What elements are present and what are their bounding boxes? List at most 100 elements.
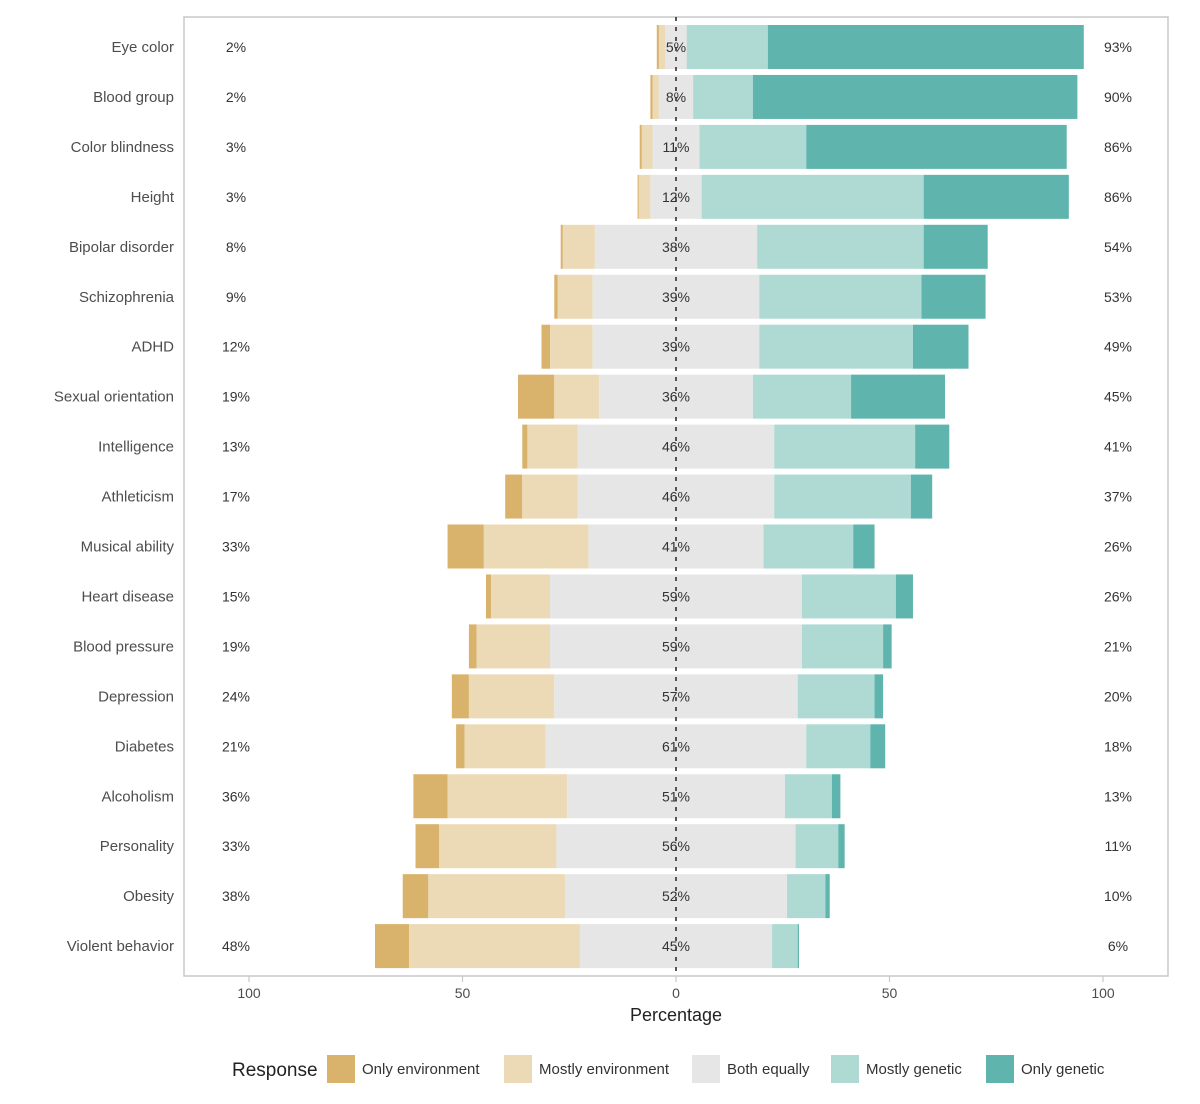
category-label: Sexual orientation [54,389,174,406]
bar-segment-only-environment [456,724,465,769]
right-total-label: 26% [1104,539,1132,555]
x-tick-label: 100 [237,985,261,1001]
bar-segment-only-genetic [912,324,969,369]
bar-segment-only-environment [560,224,563,269]
bar-segment-mostly-genetic [763,524,854,569]
right-total-label: 41% [1104,439,1132,455]
center-label: 52% [662,888,690,904]
bar-segment-mostly-environment [554,374,600,419]
center-label: 51% [662,788,690,804]
legend-key-both-equally [692,1055,720,1083]
category-label: Blood group [93,89,174,106]
bar-segment-mostly-genetic [772,924,798,969]
bar-segment-mostly-environment [527,424,578,469]
left-total-label: 3% [226,189,246,205]
center-label: 39% [662,289,690,305]
category-label: Athleticism [101,489,174,506]
center-label: 61% [662,738,690,754]
legend-label: Both equally [727,1061,810,1078]
left-total-label: 36% [222,788,250,804]
center-label: 56% [662,838,690,854]
right-total-label: 86% [1104,139,1132,155]
bar-segment-only-genetic [838,824,845,869]
bar-segment-mostly-environment [428,874,565,919]
legend-label: Only environment [362,1061,480,1078]
x-axis-title: Percentage [630,1005,722,1025]
bar-segment-mostly-environment [562,224,595,269]
bar-segment-mostly-genetic [801,624,884,669]
bar-segment-both-equally [577,424,775,469]
bar-segment-mostly-genetic [759,324,913,369]
bar-segment-both-equally [554,674,798,719]
left-total-label: 12% [222,339,250,355]
bar-segment-only-environment [656,25,659,69]
category-label: Intelligence [98,439,174,456]
x-tick-label: 0 [672,985,680,1001]
category-label: Height [131,189,175,206]
right-total-label: 45% [1104,389,1132,405]
bar-segment-only-environment [485,574,492,619]
bar-segment-only-environment [413,774,448,819]
category-label: Alcoholism [101,788,174,805]
legend: Response Only environment Mostly environme… [232,1055,1105,1083]
bar-segment-both-equally [599,374,753,419]
category-label: Obesity [123,888,174,905]
bar-segment-only-environment [522,424,528,469]
bar-segment-mostly-genetic [757,224,924,269]
right-total-label: 93% [1104,39,1132,55]
center-label: 8% [666,89,686,105]
legend-key-mostly-environment [504,1055,532,1083]
left-total-label: 33% [222,539,250,555]
bar-segment-mostly-environment [638,174,651,219]
legend-key-only-genetic [986,1055,1014,1083]
bar-segment-mostly-environment [409,924,580,969]
bar-segment-mostly-environment [483,524,589,569]
category-label: Bipolar disorder [69,239,174,256]
category-label: Violent behavior [67,938,174,955]
bar-segment-mostly-genetic [787,874,826,919]
x-tick-label: 50 [882,985,898,1001]
bar-segment-only-genetic [870,724,886,769]
left-total-label: 19% [222,638,250,654]
center-label: 38% [662,239,690,255]
legend-label: Mostly genetic [866,1061,962,1078]
x-tick-label: 100 [1091,985,1115,1001]
bar-segment-mostly-genetic [699,124,807,169]
bar-segment-only-genetic [883,624,892,669]
left-total-label: 21% [222,738,250,754]
category-label: Eye color [111,39,174,56]
category-label: Heart disease [81,588,174,605]
bar-segment-only-genetic [831,774,841,819]
bar-segment-mostly-environment [522,474,578,519]
center-label: 46% [662,439,690,455]
center-label: 57% [662,688,690,704]
bar-segment-only-environment [639,124,642,169]
left-total-label: 2% [226,39,246,55]
bar-segment-only-genetic [921,274,986,319]
left-total-label: 33% [222,838,250,854]
center-label: 41% [662,539,690,555]
bar-segment-mostly-genetic [701,174,924,219]
bar-segment-mostly-environment [468,674,555,719]
bar-segment-only-environment [541,324,551,369]
category-label: Blood pressure [73,638,174,655]
right-total-label: 53% [1104,289,1132,305]
right-total-label: 26% [1104,588,1132,604]
bar-segment-only-environment [447,524,484,569]
bar-segment-mostly-environment [439,824,557,869]
bar-segment-both-equally [650,174,702,219]
bar-segment-only-environment [402,874,429,919]
right-total-label: 18% [1104,738,1132,754]
left-total-label: 13% [222,439,250,455]
right-total-label: 54% [1104,239,1132,255]
bar-segment-only-environment [518,374,555,419]
bar-segment-only-genetic [895,574,913,619]
bar-segment-only-genetic [851,374,946,419]
bar-segment-both-equally [658,74,694,119]
bar-segment-mostly-environment [447,774,568,819]
bar-segment-mostly-genetic [774,474,911,519]
bar-segment-mostly-genetic [774,424,916,469]
bar-segment-only-genetic [923,224,988,269]
bar-segment-only-genetic [767,25,1084,69]
